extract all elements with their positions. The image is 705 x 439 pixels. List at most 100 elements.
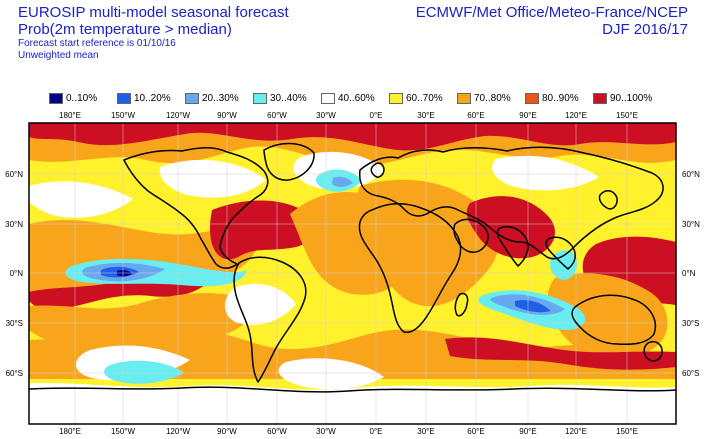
lon-label-bottom-0: 180°E [59, 427, 81, 436]
legend-label-0: 0..10% [66, 92, 98, 104]
legend-label-4: 40..60% [338, 92, 375, 104]
field-white-antarctic-atlantic [278, 358, 384, 390]
legend-item-5: 60..70% [389, 91, 457, 105]
coast-india [496, 225, 529, 267]
field-southern-orange [29, 329, 676, 379]
legend-item-8: 90..100% [593, 91, 661, 105]
probability-legend: 0..10% 10..20% 20..30% 30..40% 40..60% 6… [49, 90, 669, 106]
lon-label-top-7: 30°E [417, 111, 434, 120]
coast-japan [598, 190, 618, 210]
coast-europe-asia [358, 146, 664, 260]
legend-label-8: 90..100% [610, 92, 653, 104]
legend-label-1: 10..20% [134, 92, 171, 104]
lon-label-bottom-1: 150°W [111, 427, 136, 436]
legend-item-2: 20..30% [185, 91, 253, 105]
lat-label-left-1: 30°N [5, 220, 23, 229]
lat-label-left-2: 0°N [10, 269, 24, 278]
legend-item-4: 40..60% [321, 91, 389, 105]
lat-label-right-4: 60°S [682, 369, 699, 378]
lat-label-right-3: 30°S [682, 319, 699, 328]
legend-item-6: 70..80% [457, 91, 525, 105]
grid-meridians [74, 123, 628, 424]
lon-label-bottom-3: 90°W [217, 427, 237, 436]
lon-label-top-5: 30°W [316, 111, 336, 120]
lat-label-left-0: 60°N [5, 170, 23, 179]
lon-label-top-0: 180°E [59, 111, 81, 120]
coast-north-america [123, 147, 269, 269]
lon-label-bottom-7: 30°E [417, 427, 434, 436]
coast-australia [571, 294, 656, 346]
lon-label-top-6: 0°E [370, 111, 383, 120]
header-left: EUROSIP multi-model seasonal forecast Pr… [18, 4, 378, 62]
coast-madagascar [454, 292, 469, 317]
legend-swatch-7 [525, 92, 539, 104]
coast-southeast-asia [545, 236, 576, 270]
forecast-title: EUROSIP multi-model seasonal forecast [18, 4, 289, 21]
legend-swatch-3 [253, 92, 267, 104]
lat-label-right-2: 0°N [682, 269, 696, 278]
lon-label-bottom-2: 120°W [166, 427, 191, 436]
legend-swatch-1 [117, 92, 131, 104]
lon-label-bottom-6: 0°E [370, 427, 383, 436]
source-models: ECMWF/Met Office/Meteo-France/NCEP [415, 4, 688, 21]
lon-label-bottom-10: 120°E [565, 427, 587, 436]
lon-label-bottom-11: 150°E [616, 427, 638, 436]
legend-item-1: 10..20% [117, 91, 185, 105]
lon-label-bottom-8: 60°E [467, 427, 484, 436]
legend-label-7: 80..90% [542, 92, 579, 104]
lon-label-top-3: 90°W [217, 111, 237, 120]
lat-label-left-3: 30°S [6, 319, 23, 328]
forecast-reference: Forecast start reference is 01/10/16 [18, 38, 176, 49]
lat-label-left-4: 60°S [6, 369, 23, 378]
field-light-blue-north-atlantic [332, 176, 353, 187]
legend-item-3: 30..40% [253, 91, 321, 105]
lon-label-top-2: 120°W [166, 111, 191, 120]
lon-label-bottom-5: 30°W [316, 427, 336, 436]
field-southern-red [445, 337, 676, 370]
lon-label-top-11: 150°E [616, 111, 638, 120]
lon-label-top-4: 60°W [267, 111, 287, 120]
lon-label-top-9: 90°E [519, 111, 536, 120]
legend-swatch-2 [185, 92, 199, 104]
legend-item-0: 0..10% [49, 91, 117, 105]
legend-swatch-0 [49, 92, 63, 104]
legend-swatch-8 [593, 92, 607, 104]
season-label: DJF 2016/17 [602, 21, 688, 38]
legend-swatch-5 [389, 92, 403, 104]
coast-south-america [233, 256, 307, 383]
legend-swatch-6 [457, 92, 471, 104]
legend-label-2: 20..30% [202, 92, 239, 104]
coast-new-zealand [643, 341, 663, 362]
field-white-canada [159, 159, 266, 198]
map-labels: 180°E 150°W 120°W 90°W 60°W 30°W 0°E 30°… [5, 111, 700, 436]
grid-parallels [29, 173, 676, 374]
grid-lines [29, 123, 676, 424]
field-red-arctic [29, 123, 676, 151]
lon-label-top-1: 150°W [111, 111, 136, 120]
coast-arabia [453, 218, 489, 253]
lon-label-top-8: 60°E [467, 111, 484, 120]
field-cyan-south-pacific [104, 360, 184, 384]
field-white-antarctic [29, 382, 676, 424]
lon-label-top-10: 120°E [565, 111, 587, 120]
coast-africa [358, 203, 462, 334]
lon-label-bottom-9: 90°E [519, 427, 536, 436]
coast-british-isles [370, 162, 385, 178]
legend-swatch-4 [321, 92, 335, 104]
field-australia-orange [547, 273, 668, 360]
field-white-siberia [492, 155, 599, 191]
legend-item-7: 80..90% [525, 91, 593, 105]
coastlines [28, 142, 677, 393]
map-frame [28, 122, 677, 425]
legend-label-3: 30..40% [270, 92, 307, 104]
probability-field [29, 123, 676, 424]
coast-antarctica [28, 386, 677, 393]
lon-label-bottom-4: 60°W [267, 427, 287, 436]
field-white-north-pacific [29, 181, 133, 218]
legend-label-5: 60..70% [406, 92, 443, 104]
field-africa-orange [356, 179, 499, 307]
legend-label-6: 70..80% [474, 92, 511, 104]
coast-greenland [263, 142, 315, 181]
